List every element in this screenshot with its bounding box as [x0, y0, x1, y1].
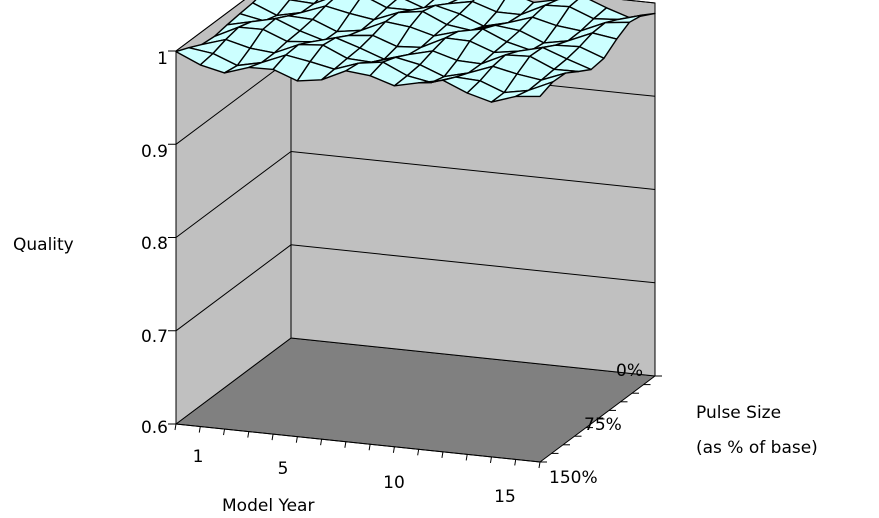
left-wall — [175, 0, 292, 425]
chart-axes — [168, 50, 662, 469]
y-axis-title-line1: Pulse Size — [696, 403, 781, 423]
z-tick-label: 0.6 — [141, 418, 168, 438]
y-tick-label: 75% — [584, 415, 622, 435]
x-tick-labels: 1 5 10 15 — [193, 447, 516, 507]
x-tick-label: 15 — [494, 487, 516, 507]
x-tick-mark — [344, 441, 347, 448]
z-tick-label: 1 — [157, 49, 168, 69]
pulse-size-tick-labels: 0% 75% 150% — [549, 361, 643, 488]
x-tick-mark — [271, 434, 274, 441]
z-tick-label: 0.7 — [141, 327, 168, 347]
z-gridline — [175, 0, 656, 52]
x-tick-mark — [295, 436, 298, 443]
x-tick-label: 1 — [193, 447, 204, 467]
x-tick-mark — [538, 461, 541, 469]
x-tick-label: 5 — [278, 459, 289, 479]
x-tick-mark — [223, 428, 226, 436]
z-axis-title: Quality — [13, 235, 74, 255]
x-tick-label: 10 — [383, 473, 405, 493]
y-axis-title-line2: (as % of base) — [696, 438, 818, 458]
x-tick-mark — [465, 454, 468, 461]
x-tick-mark — [417, 449, 420, 456]
z-tick-label: 0.9 — [141, 142, 168, 162]
surface-mesh — [175, 0, 656, 103]
z-gridline — [175, 244, 656, 332]
x-tick-mark — [320, 439, 323, 446]
z-gridline — [175, 150, 656, 238]
x-axis-title: Model Year — [222, 496, 314, 516]
x-tick-mark — [441, 451, 444, 458]
x-tick-mark — [392, 446, 395, 453]
y-tick-label: 150% — [549, 468, 598, 488]
surface-cell — [515, 81, 554, 98]
x-tick-mark — [368, 444, 371, 451]
x-tick-mark — [247, 431, 250, 438]
chart-walls — [174, 0, 657, 463]
x-tick-mark — [198, 426, 201, 433]
x-tick-mark — [174, 423, 177, 431]
z-tick-labels: 0.6 0.7 0.8 0.9 1 — [141, 49, 168, 438]
z-tick-label: 0.8 — [141, 234, 168, 254]
x-axis-line — [175, 423, 541, 463]
x-tick-mark — [489, 456, 492, 464]
x-tick-mark — [514, 459, 517, 466]
y-tick-label: 0% — [616, 361, 643, 381]
